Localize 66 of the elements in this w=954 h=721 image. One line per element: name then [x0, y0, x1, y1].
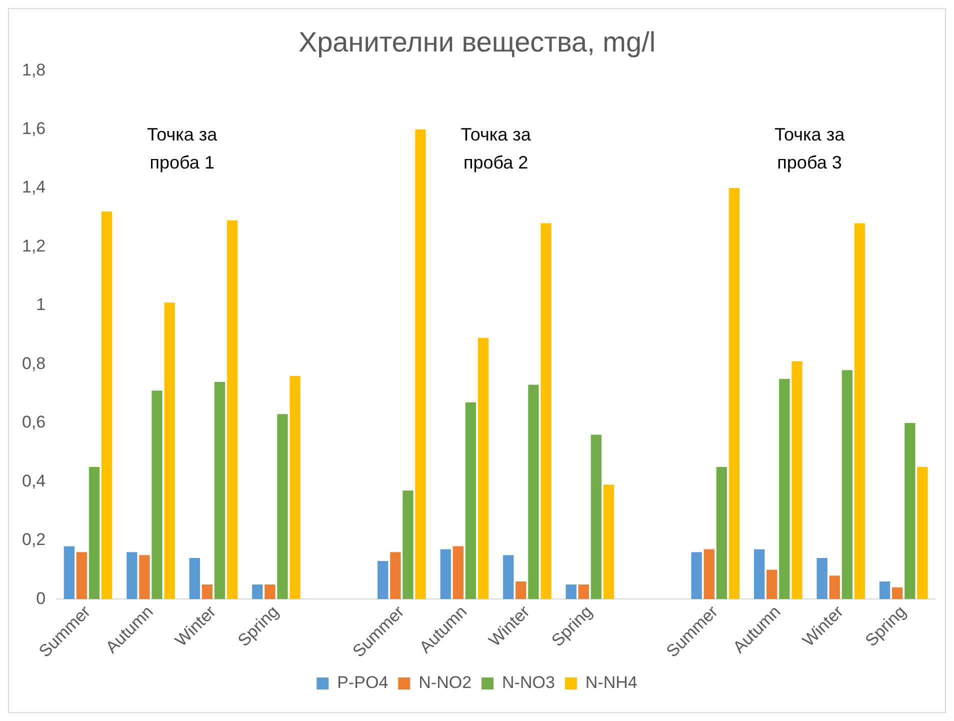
y-tick-label: 0,4: [22, 471, 46, 490]
bar: [516, 582, 526, 600]
bar: [101, 212, 112, 600]
bar: [88, 467, 100, 600]
y-tick-label: 0: [36, 588, 46, 608]
bar: [879, 582, 890, 600]
bar: [917, 467, 928, 600]
y-tick-label: 1,4: [22, 178, 46, 197]
bar: [64, 546, 75, 600]
bar: [264, 584, 276, 600]
bar: [590, 434, 602, 600]
bar: [226, 220, 238, 600]
bar: [252, 584, 263, 600]
bar: [728, 188, 740, 600]
bar: [415, 129, 426, 600]
bar: [126, 552, 138, 600]
bar: [402, 490, 414, 600]
bar: [478, 338, 489, 600]
bar: [378, 560, 388, 600]
bar: [76, 552, 88, 600]
bar: [842, 370, 852, 600]
annotation: Точка за проба 3: [774, 124, 846, 173]
bar: [528, 384, 539, 600]
bar: [189, 558, 200, 600]
annotation: Точка за проба 2: [460, 124, 532, 173]
legend-label: N-NO2: [418, 673, 472, 692]
bar: [290, 376, 300, 600]
bar: [578, 584, 589, 600]
bar: [139, 555, 150, 600]
bar: [691, 552, 702, 600]
bar: [716, 467, 728, 600]
bar: [452, 546, 464, 600]
bar: [503, 555, 514, 600]
bar: [904, 422, 916, 600]
y-tick-label: 1: [36, 295, 46, 314]
bar: [704, 549, 714, 600]
bar: [164, 302, 175, 600]
bar: [390, 552, 401, 600]
bar: [854, 223, 866, 600]
bar: [440, 549, 451, 600]
bar: [779, 378, 790, 600]
chart-title: Хранителни вещества, mg/l: [298, 26, 656, 58]
annotation: Точка за проба 1: [147, 124, 218, 173]
bar: [816, 558, 828, 600]
bar: [540, 223, 552, 600]
y-tick-label: 0,8: [22, 354, 46, 373]
bar: [214, 382, 226, 600]
legend-label: N-NO3: [502, 673, 555, 692]
bar: [754, 549, 765, 600]
bar: [892, 587, 903, 600]
bar: [277, 414, 288, 600]
y-tick-label: 0,6: [22, 412, 46, 432]
bar: [202, 584, 213, 600]
bar: [829, 576, 840, 600]
y-tick-label: 1,6: [22, 119, 46, 138]
y-tick-label: 1,8: [22, 60, 46, 80]
bar: [152, 390, 162, 600]
bar: [603, 484, 614, 600]
y-tick-label: 0,2: [22, 530, 46, 550]
bar: [566, 584, 576, 600]
bar: [766, 570, 778, 600]
bar: [465, 402, 476, 600]
legend-label: P-PO4: [337, 673, 388, 692]
legend-label: N-NH4: [585, 673, 638, 692]
bar: [792, 361, 802, 600]
y-tick-label: 1,2: [22, 236, 46, 256]
